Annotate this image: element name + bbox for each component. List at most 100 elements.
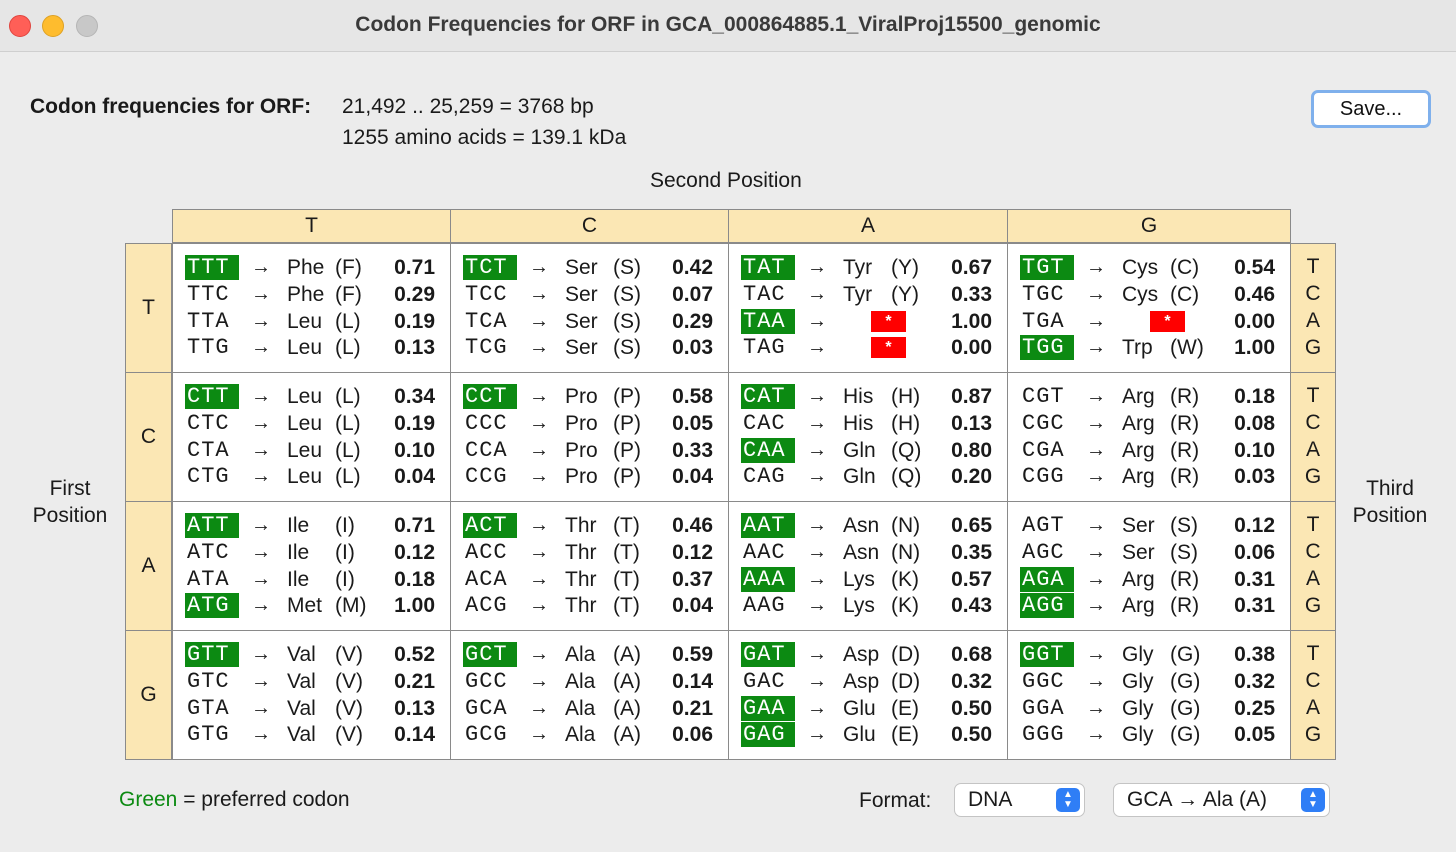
- amino-acid-code: (T): [613, 594, 640, 618]
- codon-row[interactable]: CTG → Leu (L) 0.04: [173, 463, 450, 490]
- codon: AGC: [1022, 539, 1065, 565]
- codon-row[interactable]: CTA → Leu (L) 0.10: [173, 437, 450, 464]
- codon-row[interactable]: GGA → Gly (G) 0.25: [1008, 695, 1290, 722]
- codon-row[interactable]: AAA → Lys (K) 0.57: [729, 566, 1007, 593]
- codon-row[interactable]: CCA → Pro (P) 0.33: [451, 437, 728, 464]
- codon-frequency: 0.04: [394, 465, 435, 489]
- codon-row[interactable]: GCC → Ala (A) 0.14: [451, 668, 728, 695]
- codon-row[interactable]: GAT → Asp (D) 0.68: [729, 641, 1007, 668]
- codon-row[interactable]: GTG → Val (V) 0.14: [173, 721, 450, 748]
- amino-acid: Met: [287, 594, 323, 618]
- codon-row[interactable]: CCC → Pro (P) 0.05: [451, 410, 728, 437]
- amino-acid: Ser: [565, 282, 598, 306]
- codon-row[interactable]: GCA → Ala (A) 0.21: [451, 695, 728, 722]
- codon-row[interactable]: CTT → Leu (L) 0.34: [173, 383, 450, 410]
- codon-row[interactable]: CCG → Pro (P) 0.04: [451, 463, 728, 490]
- format-select[interactable]: DNA ▲ ▼: [954, 783, 1085, 817]
- codon-row[interactable]: GCG → Ala (A) 0.06: [451, 721, 728, 748]
- codon-row[interactable]: AGT → Ser (S) 0.12: [1008, 512, 1290, 539]
- codon: CTC: [187, 410, 230, 436]
- codon-row[interactable]: ACT → Thr (T) 0.46: [451, 512, 728, 539]
- codon-row[interactable]: ACA → Thr (T) 0.37: [451, 566, 728, 593]
- amino-acid: Leu: [287, 438, 323, 462]
- codon: GGT: [1020, 642, 1074, 667]
- codon-row[interactable]: TTT → Phe (F) 0.71: [173, 254, 450, 281]
- close-window-button[interactable]: [9, 15, 31, 37]
- amino-acid: Arg: [1122, 438, 1155, 462]
- codon-frequency: 1.00: [951, 309, 992, 333]
- codon-row[interactable]: CAT → His (H) 0.87: [729, 383, 1007, 410]
- amino-acid-code: (P): [613, 438, 641, 462]
- codon-select[interactable]: GCA → Ala (A) ▲ ▼: [1113, 783, 1330, 817]
- codon-row[interactable]: AAG → Lys (K) 0.43: [729, 592, 1007, 619]
- codon-row[interactable]: CAG → Gln (Q) 0.20: [729, 463, 1007, 490]
- codon-row[interactable]: ACG → Thr (T) 0.04: [451, 592, 728, 619]
- codon-row[interactable]: AGA → Arg (R) 0.31: [1008, 566, 1290, 593]
- amino-acid-code: (L): [335, 309, 361, 333]
- codon-row[interactable]: TAC → Tyr (Y) 0.33: [729, 281, 1007, 308]
- codon-row[interactable]: ATG → Met (M) 1.00: [173, 592, 450, 619]
- codon-row[interactable]: CAA → Gln (Q) 0.80: [729, 437, 1007, 464]
- arrow-right-icon: →: [807, 594, 827, 617]
- codon-row[interactable]: GTA → Val (V) 0.13: [173, 695, 450, 722]
- codon-row[interactable]: TCG → Ser (S) 0.03: [451, 334, 728, 361]
- codon-row[interactable]: GGG → Gly (G) 0.05: [1008, 721, 1290, 748]
- codon-row[interactable]: CCT → Pro (P) 0.58: [451, 383, 728, 410]
- amino-acid-code: (L): [335, 385, 361, 408]
- codon-row[interactable]: AAT → Asn (N) 0.65: [729, 512, 1007, 539]
- codon-row[interactable]: AGG → Arg (R) 0.31: [1008, 592, 1290, 619]
- second-position-label: Second Position: [650, 169, 802, 192]
- codon-row[interactable]: TGA → * 0.00: [1008, 308, 1290, 335]
- codon-row[interactable]: CTC → Leu (L) 0.19: [173, 410, 450, 437]
- codon-row[interactable]: TAG → * 0.00: [729, 334, 1007, 361]
- codon-row[interactable]: CGT → Arg (R) 0.18: [1008, 383, 1290, 410]
- codon-row[interactable]: TAA → * 1.00: [729, 308, 1007, 335]
- second-position-header: A: [728, 209, 1008, 243]
- codon-row[interactable]: GTC → Val (V) 0.21: [173, 668, 450, 695]
- codon-row[interactable]: TGC → Cys (C) 0.46: [1008, 281, 1290, 308]
- codon-row[interactable]: ATC → Ile (I) 0.12: [173, 539, 450, 566]
- save-button[interactable]: Save...: [1311, 90, 1431, 128]
- format-select-value: DNA: [968, 788, 1013, 811]
- codon-row[interactable]: AGC → Ser (S) 0.06: [1008, 539, 1290, 566]
- codon-row[interactable]: AAC → Asn (N) 0.35: [729, 539, 1007, 566]
- orf-range: 21,492 .. 25,259 = 3768 bp: [342, 95, 594, 118]
- codon-row[interactable]: GGC → Gly (G) 0.32: [1008, 668, 1290, 695]
- arrow-right-icon: →: [807, 282, 827, 305]
- codon-row[interactable]: GTT → Val (V) 0.52: [173, 641, 450, 668]
- codon-row[interactable]: GAA → Glu (E) 0.50: [729, 695, 1007, 722]
- codon-row[interactable]: TTG → Leu (L) 0.13: [173, 334, 450, 361]
- codon-row[interactable]: TGT → Cys (C) 0.54: [1008, 254, 1290, 281]
- codon-row[interactable]: TTC → Phe (F) 0.29: [173, 281, 450, 308]
- codon-row[interactable]: ACC → Thr (T) 0.12: [451, 539, 728, 566]
- codon: GAC: [743, 668, 786, 694]
- codon-row[interactable]: CGG → Arg (R) 0.03: [1008, 463, 1290, 490]
- codon-row[interactable]: TCA → Ser (S) 0.29: [451, 308, 728, 335]
- codon-frequency: 0.18: [1234, 385, 1275, 408]
- codon-row[interactable]: TCT → Ser (S) 0.42: [451, 254, 728, 281]
- codon-frequency: 0.50: [951, 723, 992, 747]
- codon-row[interactable]: TTA → Leu (L) 0.19: [173, 308, 450, 335]
- codon-row[interactable]: GAG → Glu (E) 0.50: [729, 721, 1007, 748]
- codon-row[interactable]: TGG → Trp (W) 1.00: [1008, 334, 1290, 361]
- codon-row[interactable]: GCT → Ala (A) 0.59: [451, 641, 728, 668]
- amino-acid-code: (G): [1170, 696, 1201, 720]
- amino-acid-code: (S): [613, 282, 641, 306]
- codon-row[interactable]: CGC → Arg (R) 0.08: [1008, 410, 1290, 437]
- codon-row[interactable]: TAT → Tyr (Y) 0.67: [729, 254, 1007, 281]
- codon-row[interactable]: CAC → His (H) 0.13: [729, 410, 1007, 437]
- codon-row[interactable]: TCC → Ser (S) 0.07: [451, 281, 728, 308]
- codon-row[interactable]: GGT → Gly (G) 0.38: [1008, 641, 1290, 668]
- codon-cell: CGT → Arg (R) 0.18 CGC → Arg (R) 0.08 CGA → Arg (R) 0.…: [1007, 372, 1291, 502]
- third-position-base: C: [1305, 282, 1321, 305]
- amino-acid-code: (R): [1170, 411, 1200, 435]
- zoom-window-button[interactable]: [76, 15, 98, 37]
- codon-row[interactable]: ATA → Ile (I) 0.18: [173, 566, 450, 593]
- codon-row[interactable]: GAC → Asp (D) 0.32: [729, 668, 1007, 695]
- amino-acid: Cys: [1122, 282, 1159, 306]
- minimize-window-button[interactable]: [42, 15, 64, 37]
- amino-acid-code: (V): [335, 643, 363, 666]
- arrow-right-icon: →: [251, 567, 271, 590]
- codon-row[interactable]: CGA → Arg (R) 0.10: [1008, 437, 1290, 464]
- codon-row[interactable]: ATT → Ile (I) 0.71: [173, 512, 450, 539]
